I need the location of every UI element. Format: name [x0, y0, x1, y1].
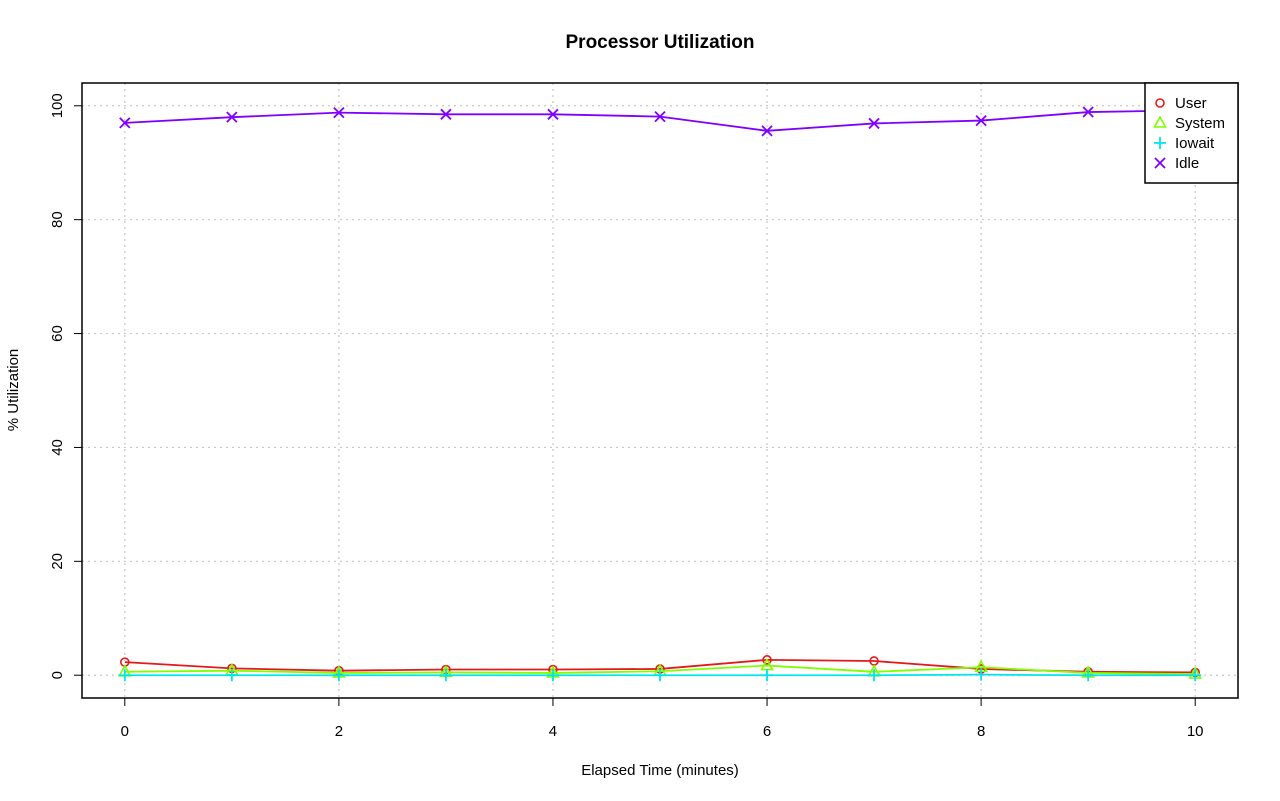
- data-point-idle: [547, 108, 559, 120]
- legend-label-user: User: [1175, 95, 1207, 112]
- data-point-iowait: [1082, 669, 1095, 682]
- legend-marker-iowait: [1154, 137, 1166, 149]
- data-point-idle: [761, 125, 773, 137]
- x-axis: 0 2 4 6 8 10: [121, 698, 1204, 740]
- y-axis-label: % Utilization: [5, 349, 22, 432]
- data-point-iowait: [118, 669, 131, 682]
- y-tick-label: 0: [49, 671, 66, 679]
- y-axis: 0 20 40 60 80 100: [49, 93, 82, 679]
- x-tick-label: 10: [1187, 723, 1204, 740]
- data-point-iowait: [225, 669, 238, 682]
- data-point-iowait: [332, 669, 345, 682]
- legend-label-idle: Idle: [1175, 155, 1199, 172]
- y-tick-label: 20: [49, 553, 66, 570]
- y-tick-label: 60: [49, 325, 66, 342]
- series-line-idle: [124, 109, 1196, 132]
- data-point-idle: [654, 110, 666, 123]
- y-tick-label: 40: [49, 439, 66, 456]
- y-tick-label: 80: [49, 211, 66, 228]
- data-point-iowait: [546, 669, 559, 682]
- data-point-idle: [119, 117, 131, 129]
- x-tick-label: 2: [335, 723, 343, 740]
- x-tick-label: 8: [977, 723, 985, 740]
- series-idle: [119, 104, 1201, 137]
- x-tick-label: 4: [549, 723, 557, 740]
- data-point-iowait: [439, 669, 452, 682]
- y-tick-label: 100: [49, 93, 66, 118]
- x-tick-label: 0: [121, 723, 129, 740]
- data-point-iowait: [654, 669, 666, 682]
- legend-label-iowait: Iowait: [1175, 135, 1215, 152]
- data-point-idle: [868, 117, 880, 130]
- data-point-idle: [333, 106, 345, 119]
- chart-title: Processor Utilization: [566, 32, 755, 53]
- data-point-idle: [226, 111, 238, 123]
- data-point-iowait: [761, 669, 774, 682]
- data-point-idle: [1082, 106, 1094, 118]
- plot-frame: [81, 82, 1239, 699]
- x-tick-label: 6: [763, 723, 771, 740]
- data-point-iowait: [1189, 669, 1202, 682]
- series-layer: [117, 104, 1203, 682]
- data-point-user: [762, 655, 772, 665]
- x-axis-label: Elapsed Time (minutes): [581, 762, 739, 779]
- data-point-iowait: [975, 668, 988, 681]
- legend-marker-user: [1155, 98, 1165, 108]
- legend: User System Iowait Idle: [1144, 82, 1239, 184]
- legend-marker-idle: [1154, 157, 1166, 169]
- legend-label-system: System: [1175, 115, 1225, 132]
- legend-marker-system: [1153, 115, 1167, 128]
- data-point-iowait: [868, 669, 881, 682]
- data-point-idle: [440, 108, 452, 120]
- data-point-idle: [975, 114, 987, 127]
- series-iowait: [118, 668, 1202, 682]
- grid: [82, 83, 1238, 698]
